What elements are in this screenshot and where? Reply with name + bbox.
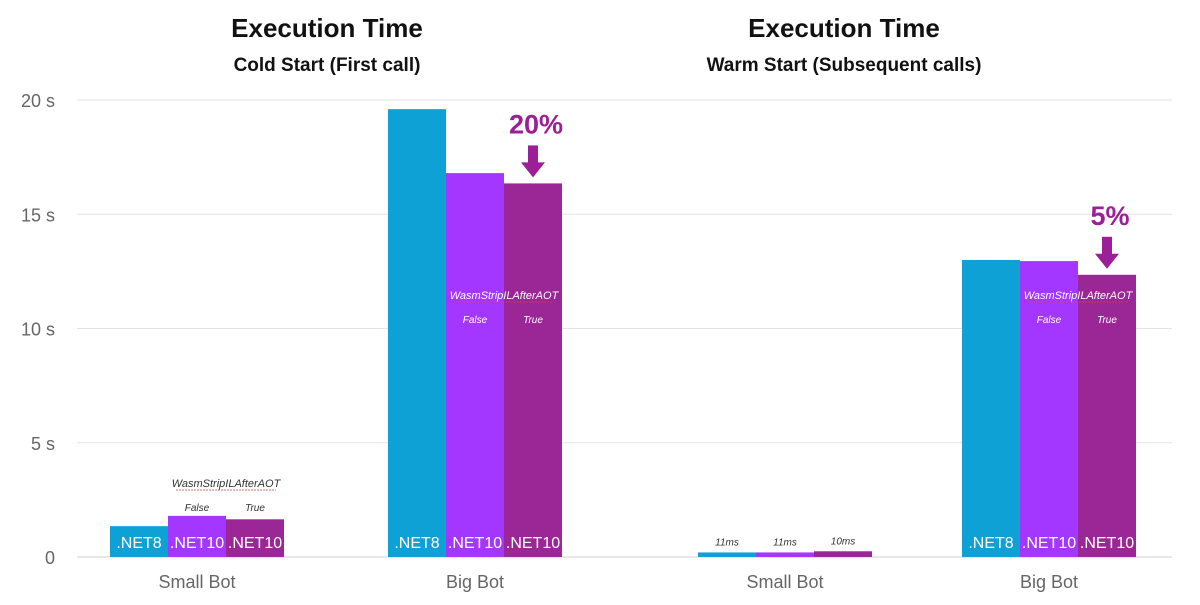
- setting-label: WasmStripILAfterAOT: [1024, 290, 1134, 302]
- category-label: Small Bot: [158, 572, 235, 592]
- true-label: True: [245, 503, 265, 514]
- y-tick-label: 20 s: [21, 91, 55, 111]
- bar: [814, 551, 872, 557]
- y-tick-label: 0: [45, 548, 55, 568]
- value-label: 11ms: [715, 537, 739, 548]
- chart-title-warm: Execution Time: [748, 13, 940, 43]
- category-label: Big Bot: [1020, 572, 1078, 592]
- setting-label: WasmStripILAfterAOT: [450, 290, 560, 302]
- bar: [388, 109, 446, 557]
- true-label: True: [523, 315, 543, 326]
- bar-label: .NET8: [116, 535, 161, 552]
- bar-label: .NET10: [448, 535, 502, 552]
- category-label: Big Bot: [446, 572, 504, 592]
- bar-label: .NET10: [1022, 535, 1076, 552]
- bar: [1020, 261, 1078, 557]
- true-label: True: [1097, 315, 1117, 326]
- chart-subtitle-warm: Warm Start (Subsequent calls): [706, 55, 982, 76]
- arrow-head: [1095, 253, 1119, 269]
- improvement-label: 20%: [509, 109, 563, 139]
- bar-label: .NET10: [228, 535, 282, 552]
- setting-label: WasmStripILAfterAOT: [172, 478, 282, 490]
- bar: [962, 259, 1020, 557]
- chart-subtitle-cold: Cold Start (First call): [233, 55, 421, 76]
- bar: [1078, 274, 1136, 557]
- bar-label: .NET10: [1080, 535, 1134, 552]
- y-tick-label: 5 s: [31, 434, 55, 454]
- bar: [504, 183, 562, 557]
- chart-title-cold: Execution Time: [231, 13, 423, 43]
- bar-label: .NET10: [506, 535, 560, 552]
- bar: [756, 552, 814, 557]
- arrow-shaft: [528, 145, 538, 164]
- bar: [446, 173, 504, 557]
- bar-label: .NET10: [170, 535, 224, 552]
- category-label: Small Bot: [746, 572, 823, 592]
- bar-label: .NET8: [968, 535, 1013, 552]
- bar: [168, 515, 226, 557]
- bar: [226, 519, 284, 557]
- bar: [698, 552, 756, 557]
- value-label: 11ms: [773, 537, 797, 548]
- value-label: 10ms: [831, 536, 855, 547]
- false-label: False: [463, 315, 488, 326]
- false-label: False: [1037, 315, 1062, 326]
- improvement-label: 5%: [1090, 201, 1129, 231]
- false-label: False: [185, 503, 210, 514]
- arrow-shaft: [1102, 236, 1112, 255]
- y-tick-label: 15 s: [21, 205, 55, 225]
- y-tick-label: 10 s: [21, 320, 55, 340]
- bar-label: .NET8: [394, 535, 439, 552]
- bar: [110, 526, 168, 557]
- arrow-head: [521, 162, 545, 178]
